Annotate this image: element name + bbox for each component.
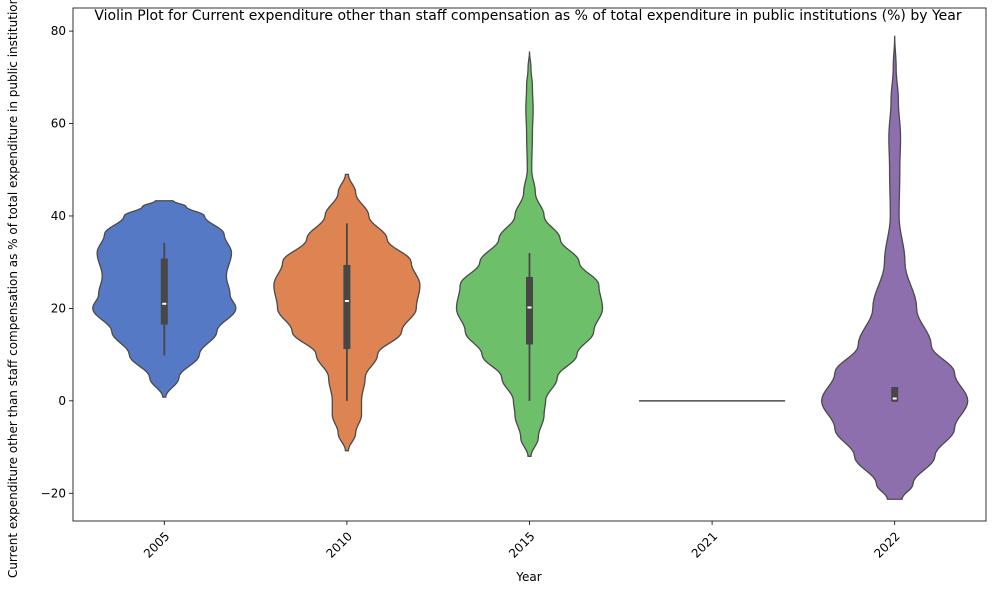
y-tick-label: 20 bbox=[51, 301, 66, 315]
iqr-box-2005 bbox=[160, 258, 168, 325]
violin-2022 bbox=[821, 35, 969, 500]
violin-2005 bbox=[92, 200, 237, 398]
x-tick-label: 2022 bbox=[871, 529, 902, 560]
x-axis-label: Year bbox=[515, 570, 541, 584]
median-marker-2015 bbox=[527, 306, 532, 309]
violins-group bbox=[92, 35, 969, 500]
iqr-box-2015 bbox=[526, 276, 533, 345]
iqr-box-2022 bbox=[891, 386, 899, 402]
x-tick-label: 2010 bbox=[324, 529, 355, 560]
median-marker-2022 bbox=[892, 397, 897, 400]
x-tick-label: 2021 bbox=[689, 529, 720, 560]
y-tick-label: 40 bbox=[51, 209, 66, 223]
y-tick-label: 80 bbox=[51, 24, 66, 38]
x-axis: 2005 2010 2015 2021 2022 bbox=[141, 521, 903, 561]
y-tick-label: −20 bbox=[41, 486, 66, 500]
y-tick-label: 0 bbox=[58, 394, 66, 408]
chart-title: Violin Plot for Current expenditure othe… bbox=[94, 8, 961, 24]
median-marker-2005 bbox=[162, 302, 167, 305]
violin-2015 bbox=[455, 51, 604, 457]
y-tick-label: 60 bbox=[51, 117, 66, 131]
y-axis-label: Current expenditure other than staff com… bbox=[6, 0, 20, 578]
y-axis: −20 0 20 40 60 80 bbox=[41, 24, 73, 500]
violin-body-2022 bbox=[821, 35, 969, 500]
x-tick-label: 2005 bbox=[141, 529, 172, 560]
iqr-box-2010 bbox=[343, 264, 351, 350]
violin-2010 bbox=[273, 173, 421, 452]
median-marker-2010 bbox=[344, 300, 349, 303]
x-tick-label: 2015 bbox=[506, 529, 537, 560]
